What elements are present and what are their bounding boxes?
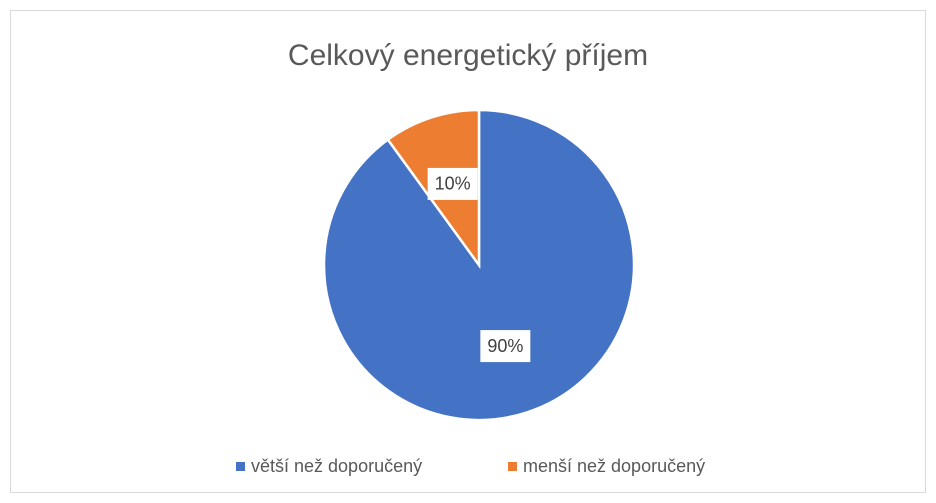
legend-swatch: [508, 462, 517, 471]
data-label-box: [427, 167, 478, 200]
data-label: 90%: [487, 336, 523, 356]
legend-label: větší než doporučený: [251, 456, 422, 476]
data-label: 10%: [435, 174, 471, 194]
legend-label: menší než doporučený: [523, 456, 705, 476]
chart-title: Celkový energetický příjem: [288, 39, 648, 72]
legend-swatch: [236, 462, 245, 471]
data-label-box: [480, 330, 531, 363]
